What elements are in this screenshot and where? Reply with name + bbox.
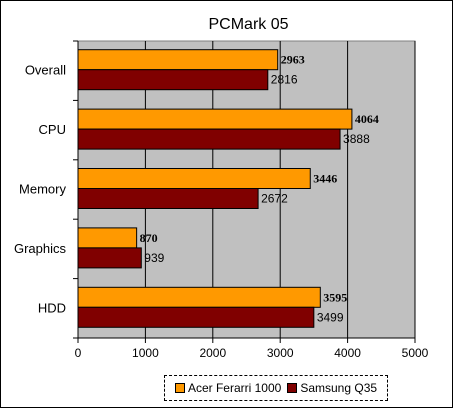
legend-label-2: Samsung Q35 [300, 381, 378, 395]
bar-hdd-series-2 [77, 306, 315, 328]
category-label-graphics: Graphics [14, 241, 67, 256]
category-label-cpu: CPU [39, 122, 66, 137]
bar-memory-series-2 [77, 188, 259, 209]
x-tick-label-3000: 3000 [267, 346, 294, 360]
bar-graphics-series-1 [77, 227, 138, 249]
data-label-memory-series-2: 2672 [261, 192, 288, 206]
data-label-hdd-series-1: 3595 [323, 290, 347, 304]
x-tick-label-1000: 1000 [132, 346, 159, 360]
bar-cpu-series-1 [77, 108, 353, 130]
legend-swatch-1 [174, 383, 185, 393]
legend-label-1: Acer Ferarri 1000 [187, 381, 282, 395]
data-label-hdd-series-2: 3499 [317, 310, 344, 324]
data-label-graphics-series-2: 939 [144, 251, 164, 265]
x-tick-label-0: 0 [75, 346, 82, 360]
legend-swatch-2 [287, 383, 298, 393]
data-label-cpu-series-2: 3888 [343, 132, 370, 146]
bar-overall-series-2 [77, 69, 269, 91]
x-tick-label-4000: 4000 [334, 346, 361, 360]
data-label-graphics-series-1: 870 [140, 231, 158, 245]
bar-overall-series-1 [77, 49, 279, 71]
bar-cpu-series-2 [77, 128, 341, 150]
bar-memory-series-1 [77, 168, 311, 189]
data-label-overall-series-2: 2816 [271, 73, 298, 87]
data-label-overall-series-1: 2963 [281, 53, 305, 67]
chart-title: PCMark 05 [208, 16, 288, 33]
x-tick-label-5000: 5000 [402, 346, 429, 360]
x-tick-label-2000: 2000 [199, 346, 226, 360]
data-label-memory-series-1: 3446 [313, 172, 337, 186]
category-label-overall: Overall [25, 63, 66, 78]
legend-item-2: Samsung Q35 [287, 381, 377, 395]
chart-legend: Acer Ferarri 1000 Samsung Q35 [164, 375, 388, 401]
category-label-hdd: HDD [38, 300, 66, 315]
bar-hdd-series-1 [77, 286, 321, 308]
category-label-memory: Memory [19, 182, 66, 197]
legend-item-1: Acer Ferarri 1000 [174, 381, 282, 395]
data-label-cpu-series-1: 4064 [355, 112, 379, 126]
bar-graphics-series-2 [77, 247, 142, 269]
